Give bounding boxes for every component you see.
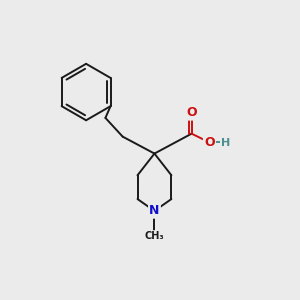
Text: CH₃: CH₃ bbox=[145, 231, 164, 241]
Text: O: O bbox=[186, 106, 197, 119]
Text: O: O bbox=[204, 136, 215, 149]
Text: N: N bbox=[149, 204, 160, 218]
Text: H: H bbox=[221, 138, 230, 148]
